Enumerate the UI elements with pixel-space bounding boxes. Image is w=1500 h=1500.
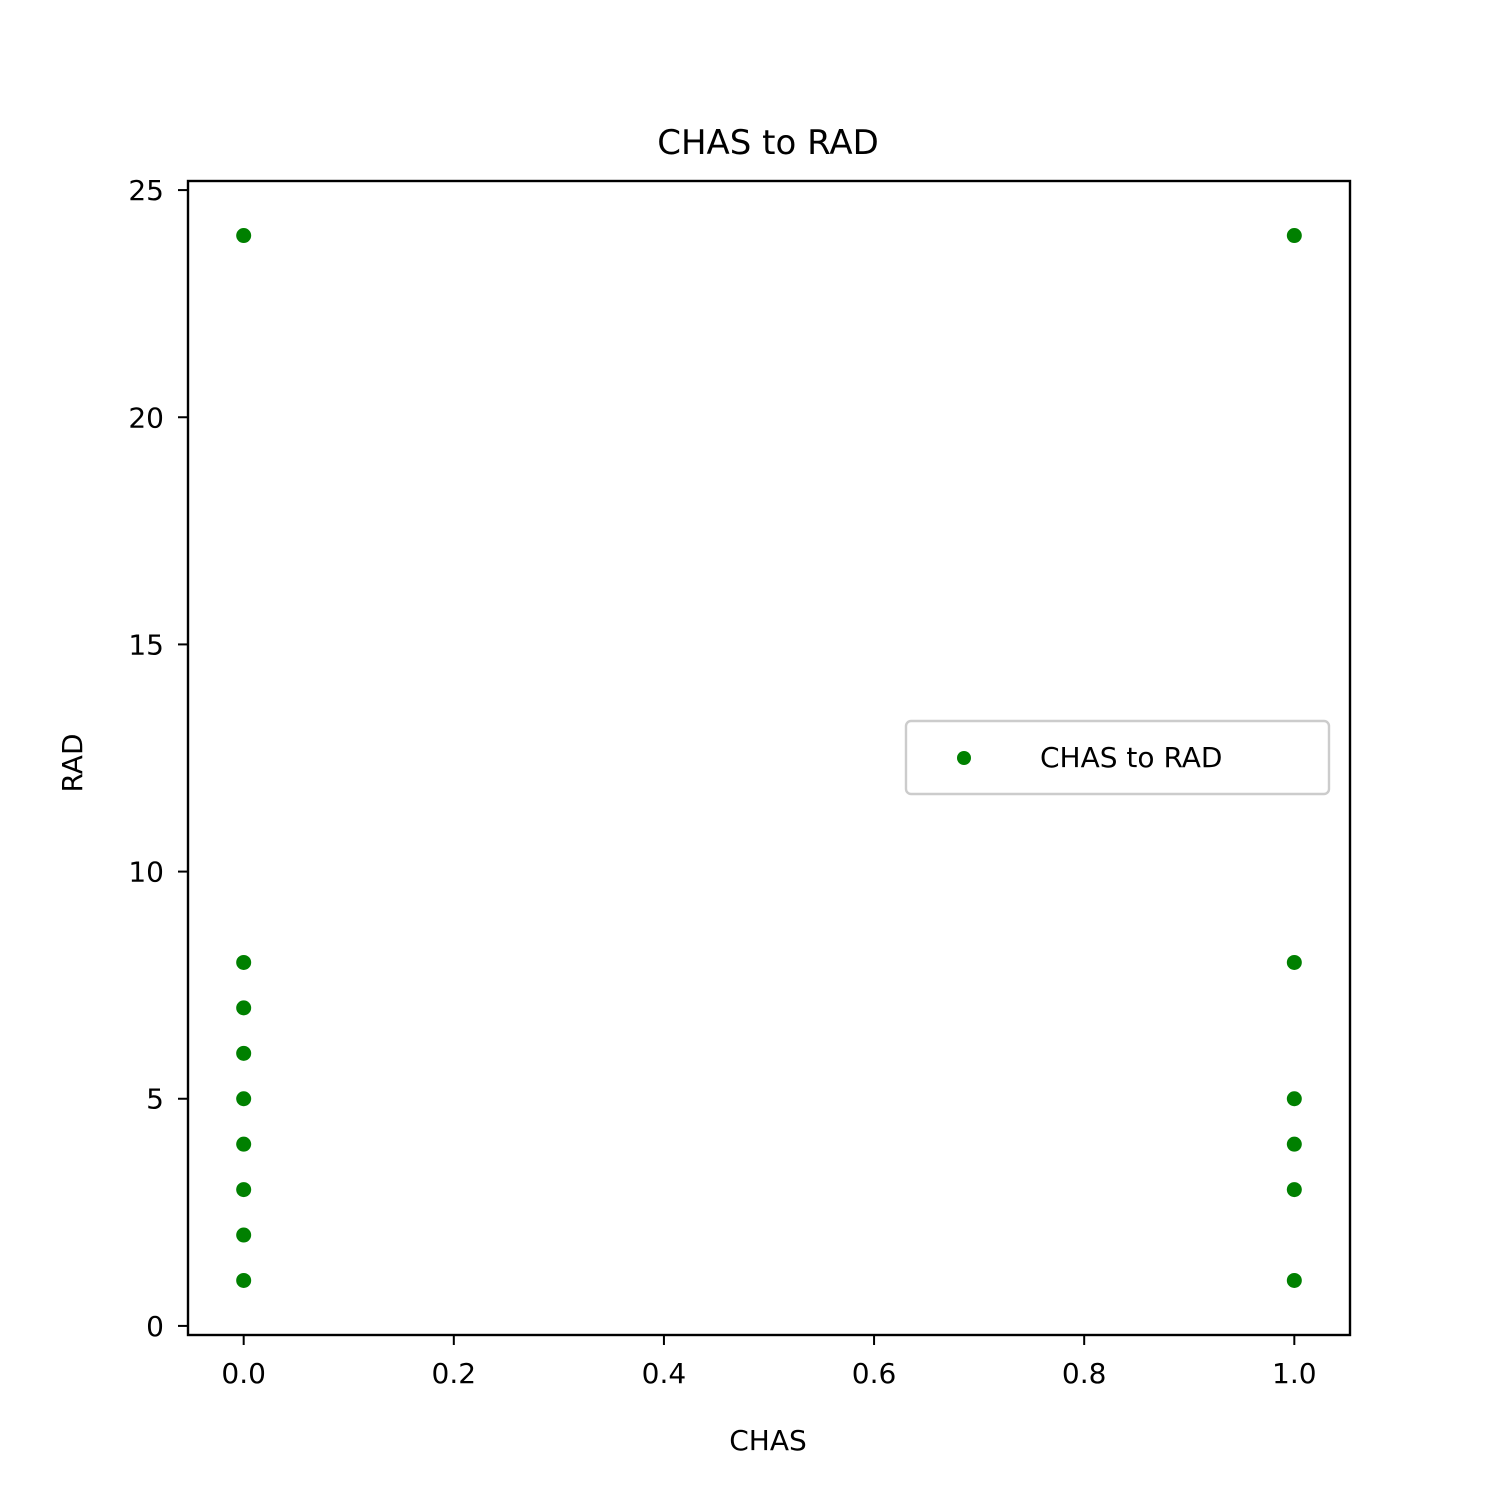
y-tick-label: 0	[146, 1310, 164, 1343]
scatter-point	[1286, 1272, 1302, 1288]
scatter-point	[1286, 228, 1302, 244]
x-tick-label: 0.0	[221, 1357, 266, 1390]
scatter-point	[1286, 1136, 1302, 1152]
scatter-point	[236, 1136, 252, 1152]
scatter-point	[236, 1227, 252, 1243]
scatter-point	[1286, 1182, 1302, 1198]
x-tick-label: 0.2	[432, 1357, 477, 1390]
points-layer	[236, 228, 1302, 1288]
legend-box	[904, 719, 1331, 796]
y-axis-label: RAD	[56, 733, 89, 792]
x-tick-label: 0.8	[1062, 1357, 1107, 1390]
ticks-layer: 0.0 0.2 0.4 0.6 0.8 1.0 0 5 10 15 20 25	[128, 174, 1316, 1390]
x-tick-label: 0.4	[642, 1357, 687, 1390]
y-tick-label: 25	[128, 174, 164, 207]
scatter-point	[236, 1091, 252, 1107]
scatter-point	[236, 1272, 252, 1288]
scatter-point	[236, 1045, 252, 1061]
x-tick-label: 1.0	[1272, 1357, 1317, 1390]
scatter-point	[236, 228, 252, 244]
legend-marker	[957, 751, 971, 765]
scatter-point	[236, 1000, 252, 1016]
y-tick-label: 10	[128, 856, 164, 889]
chart-title: CHAS to RAD	[657, 123, 879, 163]
scatter-point	[236, 954, 252, 970]
legend-label: CHAS to RAD	[1040, 741, 1222, 774]
x-axis-label: CHAS	[729, 1424, 807, 1457]
y-tick-label: 15	[128, 628, 164, 661]
x-tick-label: 0.6	[852, 1357, 897, 1390]
scatter-point	[236, 1182, 252, 1198]
scatter-point	[1286, 954, 1302, 970]
y-tick-label: 5	[146, 1083, 164, 1116]
plot-area-frame	[186, 179, 1352, 1337]
legend: CHAS to RAD	[904, 719, 1331, 796]
scatter-point	[1286, 1091, 1302, 1107]
y-tick-label: 20	[128, 401, 164, 434]
